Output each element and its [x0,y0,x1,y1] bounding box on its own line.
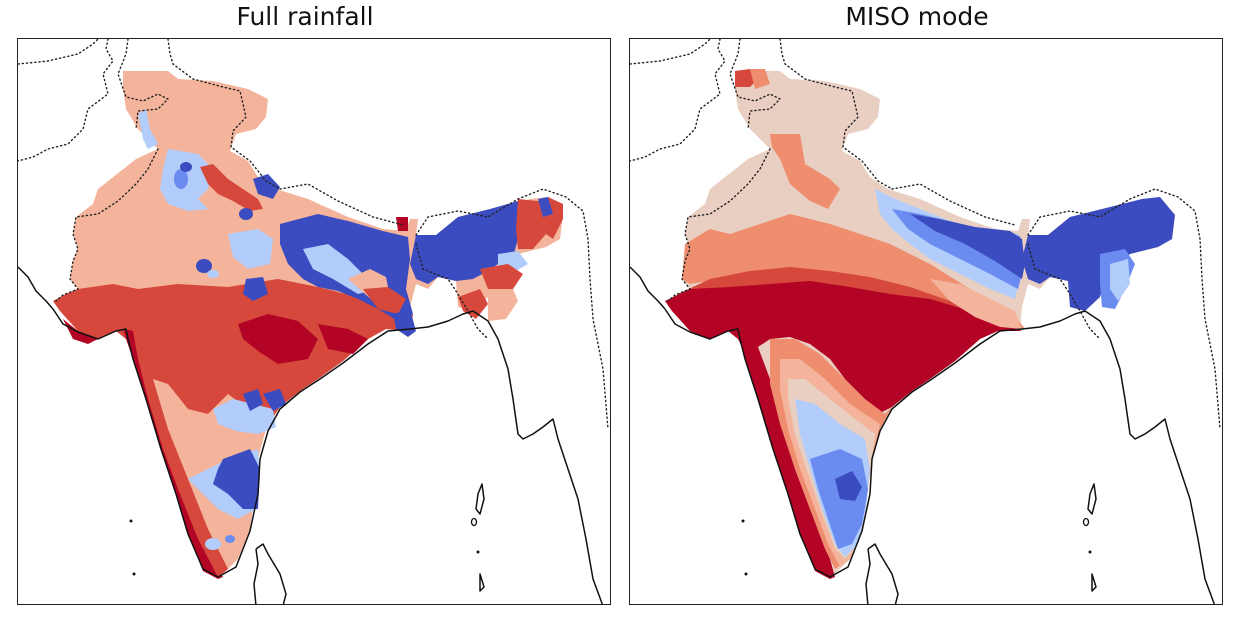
rain-patch-central-darkblue [243,277,268,301]
nicobar-island [476,550,480,554]
rain-patch-deccan-blue [243,389,263,411]
maldives-island [132,572,136,576]
andaman-island-small [470,517,478,527]
panel-full-rainfall: Full rainfall [0,0,611,620]
rain-patch-mid-blue [174,169,188,189]
map-frame [17,38,611,605]
rain-western-ghats-red [133,331,228,577]
rain-patch-dark-red-central [238,314,318,364]
andaman-island-small [1082,517,1090,527]
rain-patch-tripura-red [458,289,488,319]
coastline-myanmar [472,310,604,604]
rain-region-central-red [53,279,413,424]
rain-patch-ne-red [480,264,523,289]
coastline-sri-lanka-west [253,548,259,604]
miso-belt-midblue [892,209,1022,289]
rain-patch-central-lightblue [228,229,273,269]
rain-patch-ne-lightred [488,289,518,321]
coastline-sri-lanka [255,543,287,604]
panel-title: MISO mode [845,2,989,31]
rain-patch-blue-round [196,259,212,273]
country-border-kashmir [117,39,170,130]
miso-northeast-darkblue [1022,197,1175,311]
map-frame [629,38,1223,605]
country-border-bangladesh [1027,243,1101,340]
miso-belt-darkblue [910,214,1025,279]
coastline-india [52,308,474,578]
nicobar-island-south [479,573,485,592]
country-border-china-west [167,39,281,190]
rain-patch-tn-blue [225,535,235,543]
rain-upper-ganga-red [200,164,263,211]
rain-patch-east-red [363,287,406,314]
rain-region-south-darkblue [213,449,260,509]
country-border-india-pakistan [55,148,159,302]
miso-band-red [678,267,1022,331]
rain-patch-dark-red-east [318,324,368,354]
miso-belt-lightred [930,279,1022,329]
miso-core-dark-red [665,281,1022,414]
panel-title: Full rainfall [236,2,374,31]
rain-patch-deccan-lightblue [213,399,276,434]
country-border-kashmir [729,39,782,130]
country-border-china-west [779,39,893,190]
coastline-sri-lanka [867,543,899,604]
andaman-islands [475,483,485,515]
miso-northeast-lightblue [1110,259,1130,301]
nicobar-island [1088,550,1092,554]
lakshadweep-island [741,519,745,523]
rain-patch-light-ring [207,270,219,278]
coastline-pakistan [18,266,54,310]
rain-gujarat-coast [63,319,98,344]
rain-patch-dark-blue [180,162,192,172]
rain-patch-blue-dot [239,208,253,220]
maldives-island [744,572,748,576]
rain-patch-arunachal-blue [538,197,553,217]
rain-patch-nepal-blue [253,174,280,199]
country-border-myanmar [1027,188,1221,430]
coastline-pakistan [630,266,666,310]
country-border-bangladesh [415,243,489,340]
panel-miso-mode: MISO mode [612,0,1223,620]
country-border-nepal [891,183,1016,226]
country-border-india-pakistan [667,148,771,302]
rain-region-northeast-red [516,199,548,249]
country-border-afghanistan [630,39,711,65]
rain-patch-sikkim-red [396,217,408,231]
country-border-afghanistan [18,39,99,65]
miso-south-darkblue [835,471,862,501]
nicobar-island-south [1091,573,1097,592]
rain-patch-andhra-blue [263,389,286,411]
rain-patch-tn-lightblue [205,538,221,550]
map-miso-mode [630,39,1222,604]
rain-patch-kashmir-blue [138,109,158,149]
coastline-india [664,308,1086,578]
map-full-rainfall [18,39,610,604]
miso-patch-kashmir-salmon [750,69,770,89]
coastline-sri-lanka-west [865,548,871,604]
miso-region-punjab-salmon [770,134,840,209]
country-border-nepal [279,183,404,226]
lakshadweep-island [129,519,133,523]
andaman-islands [1087,483,1097,515]
country-border-myanmar [415,188,609,430]
coastline-myanmar [1084,310,1216,604]
miso-western-ghats-dark-red [738,334,835,579]
